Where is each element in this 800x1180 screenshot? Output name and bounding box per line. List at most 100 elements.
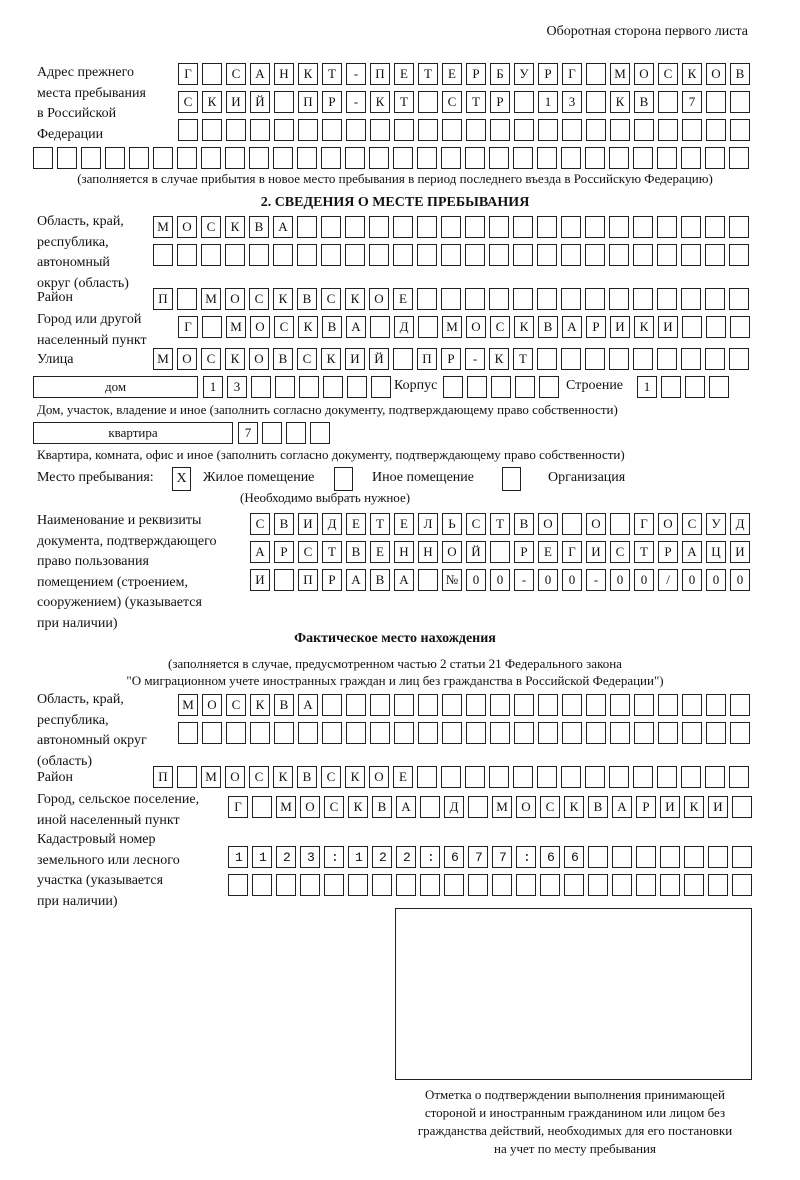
char-cell[interactable]: М xyxy=(153,216,173,238)
char-cell[interactable]: И xyxy=(226,91,246,113)
char-cell[interactable] xyxy=(657,216,677,238)
char-cell[interactable]: Т xyxy=(466,91,486,113)
char-cell[interactable]: 0 xyxy=(538,569,558,591)
char-cell[interactable] xyxy=(540,874,560,896)
char-cell[interactable] xyxy=(561,766,581,788)
char-cell[interactable]: И xyxy=(250,569,270,591)
char-cell[interactable]: И xyxy=(298,513,318,535)
char-cell[interactable] xyxy=(371,376,391,398)
char-cell[interactable]: С xyxy=(226,63,246,85)
char-cell[interactable] xyxy=(300,874,320,896)
char-cell[interactable] xyxy=(491,376,511,398)
char-cell[interactable]: Е xyxy=(442,63,462,85)
char-cell[interactable] xyxy=(396,874,416,896)
char-cell[interactable] xyxy=(442,119,462,141)
stay-type-residential-checkbox[interactable]: X xyxy=(172,467,191,491)
char-cell[interactable] xyxy=(466,119,486,141)
char-cell[interactable]: Н xyxy=(274,63,294,85)
char-cell[interactable] xyxy=(562,119,582,141)
char-cell[interactable]: К xyxy=(298,63,318,85)
char-cell[interactable]: И xyxy=(730,541,750,563)
char-cell[interactable] xyxy=(612,846,632,868)
char-cell[interactable] xyxy=(730,91,750,113)
char-cell[interactable]: К xyxy=(298,316,318,338)
char-cell[interactable] xyxy=(705,244,725,266)
char-cell[interactable]: А xyxy=(346,569,366,591)
char-cell[interactable]: К xyxy=(345,288,365,310)
char-cell[interactable] xyxy=(729,147,749,169)
char-cell[interactable] xyxy=(225,147,245,169)
char-cell[interactable] xyxy=(274,119,294,141)
char-cell[interactable]: О xyxy=(300,796,320,818)
char-cell[interactable]: 0 xyxy=(490,569,510,591)
char-cell[interactable] xyxy=(276,874,296,896)
char-cell[interactable]: В xyxy=(274,694,294,716)
char-cell[interactable] xyxy=(420,874,440,896)
char-cell[interactable]: К xyxy=(225,348,245,370)
char-cell[interactable]: К xyxy=(225,216,245,238)
char-cell[interactable] xyxy=(490,541,510,563)
char-cell[interactable] xyxy=(418,569,438,591)
char-cell[interactable] xyxy=(57,147,77,169)
char-cell[interactable] xyxy=(489,216,509,238)
char-cell[interactable]: 3 xyxy=(562,91,582,113)
char-cell[interactable] xyxy=(562,694,582,716)
char-cell[interactable] xyxy=(585,288,605,310)
char-cell[interactable]: К xyxy=(321,348,341,370)
char-cell[interactable]: С xyxy=(250,513,270,535)
char-cell[interactable]: Б xyxy=(490,63,510,85)
char-cell[interactable]: А xyxy=(394,569,414,591)
char-cell[interactable]: 3 xyxy=(227,376,247,398)
char-cell[interactable] xyxy=(537,288,557,310)
char-cell[interactable]: Ц xyxy=(706,541,726,563)
char-cell[interactable] xyxy=(561,147,581,169)
char-cell[interactable] xyxy=(513,216,533,238)
char-cell[interactable]: Т xyxy=(322,541,342,563)
char-cell[interactable] xyxy=(490,119,510,141)
char-cell[interactable]: Д xyxy=(394,316,414,338)
char-cell[interactable] xyxy=(466,722,486,744)
char-cell[interactable] xyxy=(393,244,413,266)
char-cell[interactable] xyxy=(252,796,272,818)
char-cell[interactable]: П xyxy=(298,569,318,591)
char-cell[interactable] xyxy=(345,244,365,266)
char-cell[interactable]: И xyxy=(610,316,630,338)
char-cell[interactable] xyxy=(708,874,728,896)
char-cell[interactable]: С xyxy=(610,541,630,563)
char-cell[interactable] xyxy=(468,846,488,868)
char-cell[interactable] xyxy=(442,694,462,716)
char-cell[interactable] xyxy=(732,846,752,868)
char-cell[interactable]: П xyxy=(153,288,173,310)
char-cell[interactable] xyxy=(178,722,198,744)
char-cell[interactable]: А xyxy=(396,796,416,818)
char-cell[interactable]: Г xyxy=(562,541,582,563)
char-cell[interactable] xyxy=(537,216,557,238)
char-cell[interactable] xyxy=(585,147,605,169)
char-cell[interactable] xyxy=(417,216,437,238)
char-cell[interactable] xyxy=(730,119,750,141)
char-cell[interactable]: 0 xyxy=(466,569,486,591)
char-cell[interactable] xyxy=(346,722,366,744)
char-cell[interactable]: 0 xyxy=(610,569,630,591)
char-cell[interactable] xyxy=(706,694,726,716)
char-cell[interactable]: В xyxy=(297,766,317,788)
char-cell[interactable] xyxy=(321,216,341,238)
char-cell[interactable] xyxy=(347,376,367,398)
char-cell[interactable] xyxy=(348,846,368,868)
char-cell[interactable]: Е xyxy=(394,513,414,535)
char-cell[interactable]: О xyxy=(586,513,606,535)
char-cell[interactable]: Р xyxy=(322,91,342,113)
char-cell[interactable]: С xyxy=(321,766,341,788)
char-cell[interactable]: Т xyxy=(490,513,510,535)
char-cell[interactable]: С xyxy=(298,541,318,563)
char-cell[interactable]: С xyxy=(321,288,341,310)
char-cell[interactable] xyxy=(658,722,678,744)
char-cell[interactable] xyxy=(321,147,341,169)
char-cell[interactable]: К xyxy=(514,316,534,338)
char-cell[interactable] xyxy=(297,244,317,266)
char-cell[interactable]: С xyxy=(249,288,269,310)
char-cell[interactable] xyxy=(730,316,750,338)
char-cell[interactable] xyxy=(564,846,584,868)
char-cell[interactable]: Е xyxy=(394,63,414,85)
char-cell[interactable] xyxy=(729,244,749,266)
